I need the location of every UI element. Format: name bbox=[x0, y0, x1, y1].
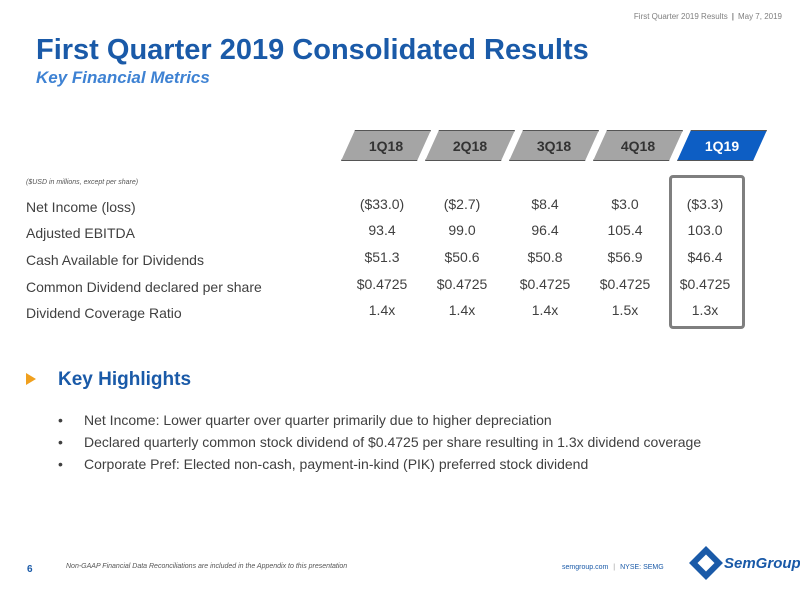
cell-ebitda-3q18: 96.4 bbox=[531, 222, 559, 238]
ticker-label: NYSE: SEMG bbox=[620, 564, 664, 571]
cell-coverage-4q18: 1.5x bbox=[611, 302, 639, 318]
bullet-icon: • bbox=[58, 456, 63, 472]
tab-2q18: 2Q18 bbox=[425, 130, 515, 161]
units-note: ($USD in millions, except per share) bbox=[26, 179, 139, 186]
cell-net-income-1q18: ($33.0) bbox=[359, 196, 405, 212]
footer-links: semgroup.com | NYSE: SEMG bbox=[562, 564, 664, 571]
metric-label-net-income: Net Income (loss) bbox=[26, 199, 136, 215]
cell-cash-3q18: $50.8 bbox=[527, 249, 563, 265]
current-quarter-highlight-box bbox=[669, 175, 745, 329]
website-link[interactable]: semgroup.com bbox=[562, 564, 609, 571]
cell-ebitda-1q19: 103.0 bbox=[687, 222, 723, 238]
cell-net-income-4q18: $3.0 bbox=[611, 196, 639, 212]
metric-label-common-dividend: Common Dividend declared per share bbox=[26, 279, 262, 295]
cell-dividend-1q18: $0.4725 bbox=[356, 276, 408, 292]
page-subtitle: Key Financial Metrics bbox=[36, 68, 210, 87]
cell-net-income-3q18: $8.4 bbox=[531, 196, 559, 212]
list-item: • Net Income: Lower quarter over quarter … bbox=[58, 412, 701, 434]
presentation-date: May 7, 2019 bbox=[737, 12, 782, 21]
cell-cash-2q18: $50.6 bbox=[444, 249, 480, 265]
cell-cash-4q18: $56.9 bbox=[607, 249, 643, 265]
cell-dividend-3q18: $0.4725 bbox=[519, 276, 571, 292]
list-item: • Corporate Pref: Elected non-cash, payme… bbox=[58, 456, 701, 478]
page-number: 6 bbox=[27, 564, 33, 575]
cell-dividend-1q19: $0.4725 bbox=[679, 276, 731, 292]
highlights-list: • Net Income: Lower quarter over quarter … bbox=[58, 412, 701, 478]
tab-3q18: 3Q18 bbox=[509, 130, 599, 161]
cell-dividend-4q18: $0.4725 bbox=[599, 276, 651, 292]
list-item: • Declared quarterly common stock dividen… bbox=[58, 434, 701, 456]
cell-coverage-2q18: 1.4x bbox=[448, 302, 476, 318]
cell-dividend-2q18: $0.4725 bbox=[436, 276, 488, 292]
presentation-title: First Quarter 2019 Results bbox=[633, 12, 728, 21]
cell-net-income-2q18: ($2.7) bbox=[443, 196, 481, 212]
tab-1q18: 1Q18 bbox=[341, 130, 431, 161]
highlight-text: Net Income: Lower quarter over quarter p… bbox=[84, 412, 552, 428]
footer-separator: | bbox=[613, 564, 616, 571]
logo-mark-icon bbox=[689, 546, 723, 580]
cell-cash-1q18: $51.3 bbox=[364, 249, 400, 265]
logo-text: SemGroup bbox=[724, 554, 800, 572]
cell-coverage-3q18: 1.4x bbox=[531, 302, 559, 318]
metric-label-adjusted-ebitda: Adjusted EBITDA bbox=[26, 225, 135, 241]
header-meta: First Quarter 2019 Results | May 7, 2019 bbox=[634, 12, 782, 21]
header-separator: | bbox=[731, 12, 734, 21]
cell-ebitda-1q18: 93.4 bbox=[368, 222, 396, 238]
tab-4q18: 4Q18 bbox=[593, 130, 683, 161]
company-logo: SemGroup bbox=[689, 546, 800, 580]
cell-net-income-1q19: ($3.3) bbox=[686, 196, 724, 212]
cell-cash-1q19: $46.4 bbox=[687, 249, 723, 265]
highlight-text: Corporate Pref: Elected non-cash, paymen… bbox=[84, 456, 589, 472]
cell-coverage-1q18: 1.4x bbox=[368, 302, 396, 318]
bullet-icon: • bbox=[58, 434, 63, 450]
cell-ebitda-4q18: 105.4 bbox=[607, 222, 643, 238]
tab-1q19: 1Q19 bbox=[677, 130, 767, 161]
metric-label-coverage-ratio: Dividend Coverage Ratio bbox=[26, 305, 182, 321]
page-title: First Quarter 2019 Consolidated Results bbox=[36, 34, 589, 66]
bullet-icon: • bbox=[58, 412, 63, 428]
highlight-text: Declared quarterly common stock dividend… bbox=[84, 434, 702, 450]
cell-ebitda-2q18: 99.0 bbox=[448, 222, 476, 238]
triangle-arrow-icon bbox=[26, 373, 36, 385]
cell-coverage-1q19: 1.3x bbox=[691, 302, 719, 318]
metric-label-cash-available: Cash Available for Dividends bbox=[26, 252, 204, 268]
footnote: Non-GAAP Financial Data Reconciliations … bbox=[66, 563, 348, 570]
key-highlights-heading: Key Highlights bbox=[58, 369, 192, 390]
